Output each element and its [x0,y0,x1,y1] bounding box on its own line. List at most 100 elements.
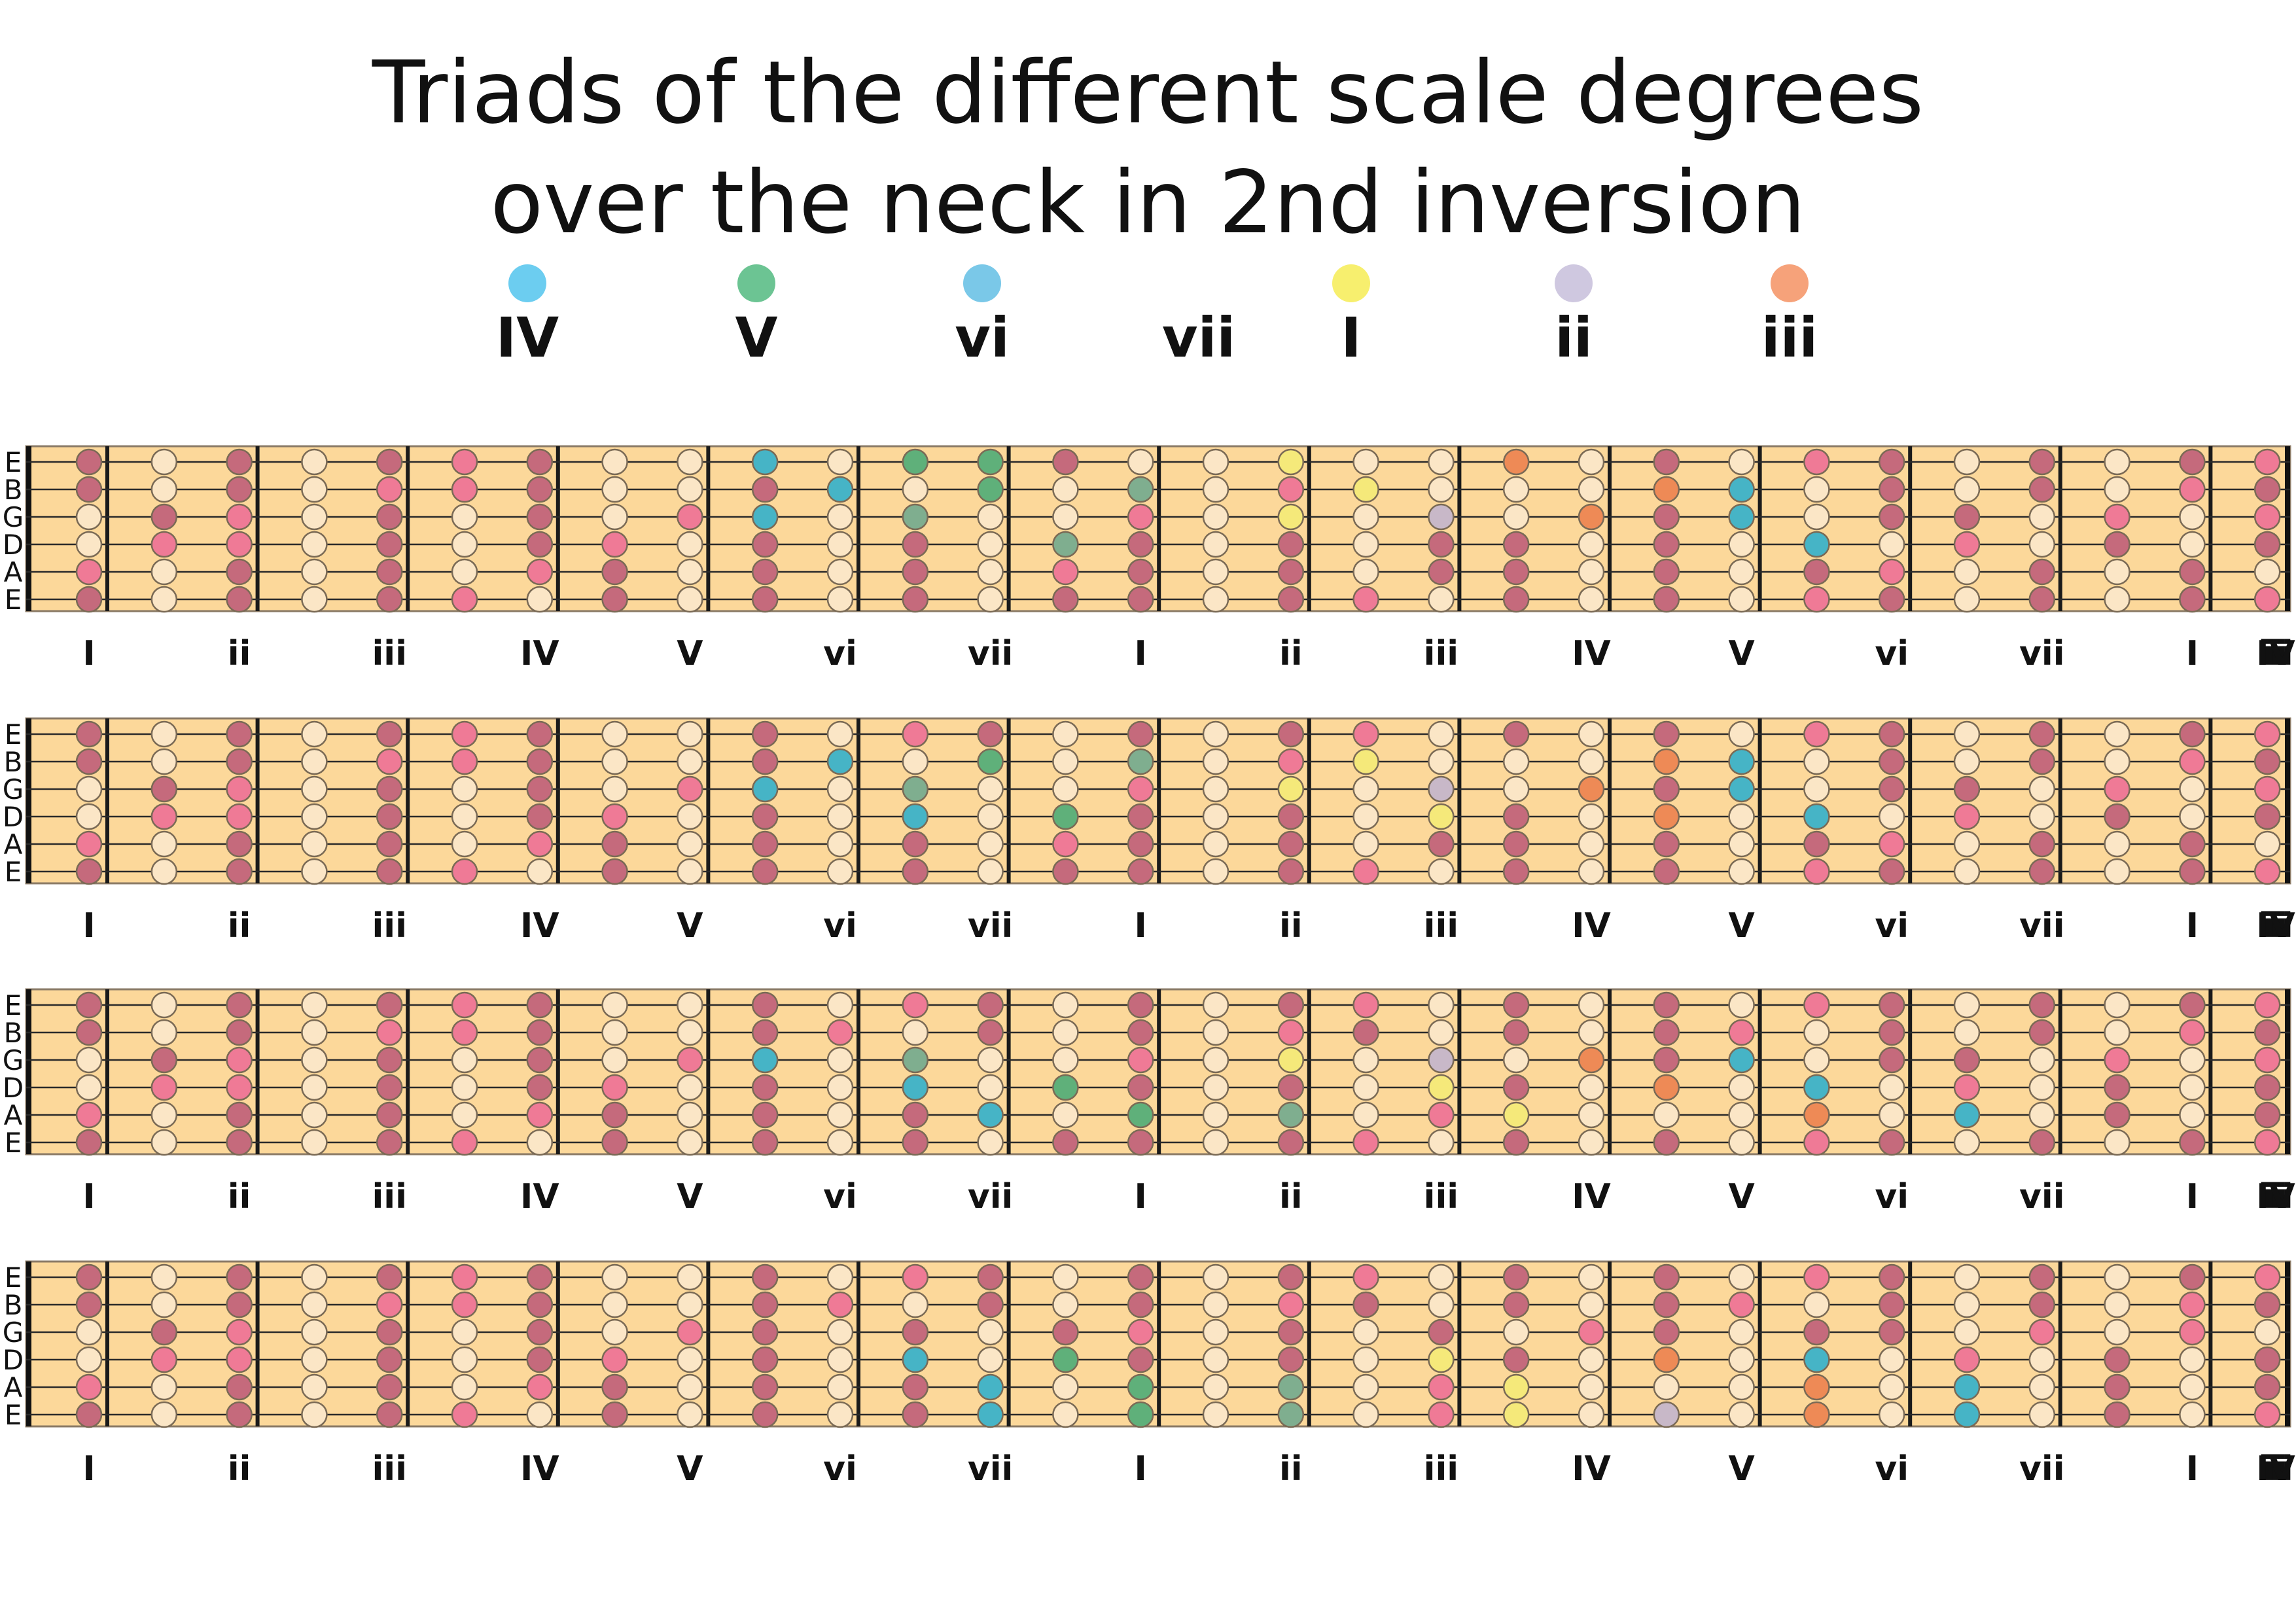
fret-note [2028,1401,2056,1428]
fret-note [2253,858,2281,885]
fret-note [751,775,779,803]
degree-label: vi [823,634,857,673]
fret-note [526,803,554,830]
fret-note [1653,531,1680,558]
fret-note [1052,1263,1079,1291]
fret-note [1803,1019,1830,1046]
fret-note [1202,586,1229,613]
fret-note [1277,720,1305,748]
fret-note [902,1318,929,1346]
fret-note [301,775,328,803]
fret-note [677,1129,703,1156]
fret-note [902,1346,929,1373]
fret-note [1502,476,1530,503]
fret-note [1653,1046,1680,1074]
fret-note [451,1291,478,1318]
fret-note [826,1401,854,1428]
degree-label: vii [968,906,1014,945]
fret-note [826,531,854,558]
fret-note [2028,448,2056,476]
fret-note [677,720,703,748]
string-name: A [4,1099,23,1131]
fret-note [226,558,253,586]
degree-label: I [82,634,95,673]
fret-note [526,1129,554,1156]
fret-note [1202,1129,1229,1156]
fret-note [1728,1046,1755,1074]
fret-note [826,1046,854,1074]
fret-note [301,1318,328,1346]
fret-note [1653,1129,1680,1156]
fret-note [1202,748,1229,775]
fret-note [1127,1318,1154,1346]
fret-note [1578,1129,1605,1156]
legend-label: iii [1761,306,1818,370]
legend-item: V [691,264,822,369]
degree-label: V [1728,1177,1754,1216]
fret-note [977,476,1004,503]
fret-note [1728,1019,1755,1046]
fret-note [1803,448,1830,476]
fret-note [1953,1346,1981,1373]
fret-note [977,558,1004,586]
fret-note [1953,1101,1981,1129]
fret-note [2028,1263,2056,1291]
fret-note [301,830,328,858]
fret-note [1428,448,1455,476]
fret-note [977,1346,1004,1373]
fret-note [977,720,1004,748]
fret-note [2104,1373,2130,1401]
fret-note [1502,531,1530,558]
fret-note [1352,586,1379,613]
fret-note [902,476,929,503]
fret-note [2104,1318,2130,1346]
fret-note [677,558,703,586]
fret-note [75,448,103,476]
fret-note [1502,830,1530,858]
fret-note [2028,858,2056,885]
fret-note [1803,775,1830,803]
fret-note [677,830,703,858]
fret-note [902,1046,929,1074]
fret-note [2104,803,2130,830]
fret-note [1502,1129,1530,1156]
fret-note [2253,476,2281,503]
fret-note [977,748,1004,775]
fret-note [1277,503,1305,531]
fret-note [1728,1318,1755,1346]
fret-note [376,586,403,613]
degree-label: IV [520,634,559,673]
legend-swatch [737,264,775,302]
fret-note [526,748,554,775]
fret-note [1653,1401,1680,1428]
fret-note [601,1019,628,1046]
fret-note [2179,1074,2206,1101]
degree-label: I [82,906,95,945]
fret-note [2253,1046,2281,1074]
fret-note [1127,586,1154,613]
fret-note [1578,830,1605,858]
fret-note [1352,1373,1379,1401]
fret-note [977,1263,1004,1291]
fret-note [1127,803,1154,830]
fret-note [826,1318,854,1346]
fret-note [1428,1291,1455,1318]
fret-note [902,1019,929,1046]
fret-note [977,1074,1004,1101]
fret-note [1653,1373,1680,1401]
fret-note [2028,830,2056,858]
fret-note [376,1074,403,1101]
fret-note [1653,991,1680,1019]
fret-note [977,1373,1004,1401]
fret-note [1878,1346,1905,1373]
fret-note [376,1263,403,1291]
fret-note [1202,1101,1229,1129]
fret-note [2179,803,2206,830]
string-name: E [5,584,22,616]
fret-note [301,448,328,476]
fret-note [301,1046,328,1074]
fret-note [1653,1346,1680,1373]
fret-note [1803,991,1830,1019]
fret-note [977,503,1004,531]
